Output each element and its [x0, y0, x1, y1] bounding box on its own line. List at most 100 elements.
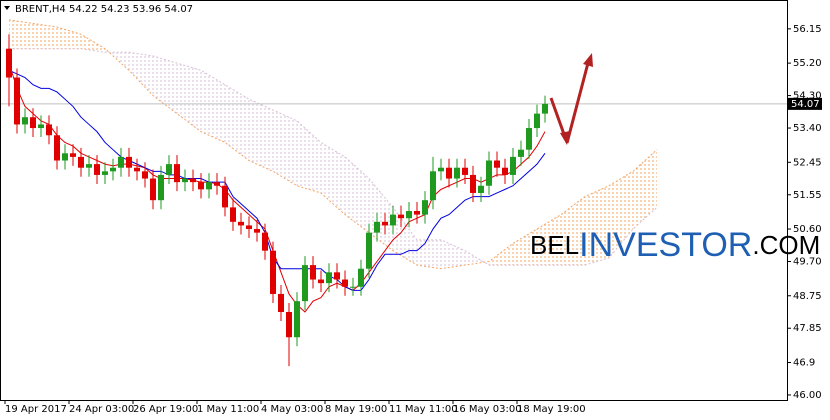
candle-body [430, 171, 436, 201]
plot-frame [0, 0, 788, 401]
candle-body [374, 221, 380, 233]
candle-body [134, 167, 140, 172]
cloud-segment [513, 229, 537, 266]
candle-body [206, 182, 212, 190]
candle-body [46, 124, 52, 136]
candle-body [534, 113, 540, 129]
cloud-segment [489, 243, 513, 266]
watermark: BELINVESTOR.COM [530, 226, 820, 264]
cloud-segment [297, 120, 321, 193]
x-tick-label: 24 Apr 03:00 [69, 404, 134, 415]
candle-body [294, 301, 300, 338]
candle-body [94, 164, 100, 175]
candle-body [110, 167, 116, 172]
candle-body [334, 272, 340, 280]
candle-body [510, 156, 516, 175]
candle-body [126, 156, 132, 168]
y-tick-label: 53.40 [793, 123, 822, 134]
menu-icon [4, 6, 10, 10]
candle-body [422, 200, 428, 215]
candle-body [38, 124, 44, 129]
forecast-arrows [549, 53, 593, 145]
price-box [788, 97, 822, 110]
x-tick-label: 19 Apr 2017 [5, 404, 67, 415]
candle-body [62, 153, 68, 161]
candle-body [302, 265, 308, 302]
candle-body [78, 156, 84, 168]
cloud-segment [153, 55, 177, 114]
candle-body [22, 117, 28, 125]
candle-body [454, 167, 460, 179]
cloud-segment [585, 185, 609, 266]
cloud-segment [633, 149, 657, 230]
candle-body [310, 265, 316, 280]
candle-body [286, 311, 292, 338]
candle-body [446, 167, 452, 179]
candle-body [350, 286, 356, 288]
y-tick-label: 46.00 [793, 390, 822, 401]
candle-body [222, 185, 228, 208]
candle-body [526, 128, 532, 150]
y-tick-label: 55.20 [793, 58, 822, 69]
candle-body [358, 268, 364, 287]
price-box-label: 54.07 [791, 99, 820, 110]
candle-body [14, 77, 20, 125]
cloud-span-b [9, 48, 658, 266]
x-tick-label: 18 May 19:00 [517, 404, 586, 415]
candle-body [118, 156, 124, 168]
cloud-segment [417, 239, 441, 269]
y-tick-label: 48.75 [793, 291, 822, 302]
candle-body [182, 178, 188, 183]
candle-body [518, 149, 524, 157]
candle-body [502, 167, 508, 175]
candle-body [494, 160, 500, 168]
candle-body [318, 279, 324, 284]
watermark-part: .COM [752, 230, 820, 260]
candle-body [382, 221, 388, 226]
candle-body [262, 232, 268, 251]
candle-body [278, 293, 284, 312]
indicator-line [8, 62, 546, 313]
candle-body [214, 182, 220, 186]
y-tick-label: 54.30 [793, 91, 822, 102]
cloud-segment [441, 239, 465, 269]
candle-body [462, 167, 468, 175]
x-tick-label: 16 May 03:00 [453, 404, 522, 415]
candle-body [166, 164, 172, 175]
candle-body [470, 174, 476, 193]
candle-body [486, 160, 492, 186]
candle-body [238, 221, 244, 226]
candle-body [230, 207, 236, 222]
arrow-line [565, 62, 590, 144]
candle-body [414, 211, 420, 215]
cloud-span-a [8, 19, 658, 270]
y-tick-label: 52.45 [793, 157, 822, 168]
candle-body [406, 211, 412, 219]
cloud-segment [345, 156, 369, 233]
candle-body [390, 214, 396, 226]
y-tick-label: 46.9 [793, 357, 815, 368]
chart-title: BRENT,H4 [15, 4, 66, 15]
candle-body [270, 250, 276, 294]
candle-body [398, 214, 404, 219]
candle-body [174, 164, 180, 183]
candle-body [158, 174, 164, 201]
candle-body [366, 232, 372, 269]
y-tick-label: 50.60 [793, 224, 822, 235]
candle-body [438, 167, 444, 172]
arrow-line [549, 97, 567, 138]
ohlc-label: 54.22 54.23 53.96 54.07 [69, 4, 193, 15]
candle-body [342, 279, 348, 287]
candle-body [142, 171, 148, 179]
x-tick-label: 1 May 11:00 [197, 404, 259, 415]
cloud-segment [129, 52, 153, 96]
cloud-segment [321, 142, 345, 215]
cloud-segment [9, 19, 33, 49]
y-tick-label: 49.70 [793, 256, 822, 267]
candle-body [54, 135, 60, 161]
y-tick-label: 47.85 [793, 323, 822, 334]
x-tick-label: 11 May 11:00 [389, 404, 458, 415]
candle-body [326, 272, 332, 284]
candle-body [190, 178, 196, 183]
